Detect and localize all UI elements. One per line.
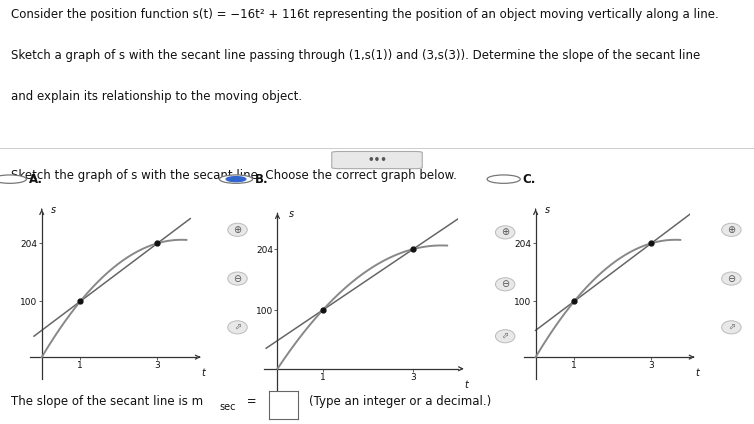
Text: =: =: [243, 395, 257, 407]
Text: Sketch a graph of s with the secant line passing through (1,s(1)) and (3,s(3)). : Sketch a graph of s with the secant line…: [11, 49, 700, 62]
Circle shape: [228, 321, 247, 334]
Text: ⊕: ⊕: [501, 227, 509, 237]
Circle shape: [487, 175, 520, 183]
Circle shape: [0, 175, 26, 183]
Circle shape: [495, 226, 515, 239]
Text: ⊖: ⊖: [728, 273, 735, 284]
Text: ⊖: ⊖: [501, 279, 509, 289]
Text: (Type an integer or a decimal.): (Type an integer or a decimal.): [309, 395, 492, 407]
Circle shape: [228, 223, 247, 236]
Text: C.: C.: [523, 173, 536, 186]
Text: Consider the position function s(t) = −16t² + 116t representing the position of : Consider the position function s(t) = −1…: [11, 8, 719, 22]
Text: t: t: [464, 380, 468, 391]
Text: A.: A.: [29, 173, 43, 186]
Circle shape: [226, 177, 246, 181]
Text: ⊕: ⊕: [728, 225, 735, 235]
Text: and explain its relationship to the moving object.: and explain its relationship to the movi…: [11, 90, 302, 103]
Text: ⬀: ⬀: [234, 323, 241, 332]
Text: B.: B.: [255, 173, 268, 186]
FancyBboxPatch shape: [332, 151, 422, 169]
Text: ⬀: ⬀: [728, 323, 735, 332]
Circle shape: [722, 223, 741, 236]
Text: ⬀: ⬀: [501, 332, 509, 341]
Circle shape: [495, 330, 515, 343]
Text: s: s: [545, 205, 550, 215]
Circle shape: [228, 272, 247, 285]
Text: ⊕: ⊕: [234, 225, 241, 235]
Text: s: s: [289, 209, 294, 219]
Circle shape: [495, 278, 515, 291]
Text: •••: •••: [367, 155, 387, 165]
Text: ⊖: ⊖: [234, 273, 241, 284]
Text: Sketch the graph of s with the secant line. Choose the correct graph below.: Sketch the graph of s with the secant li…: [11, 170, 457, 182]
Text: The slope of the secant line is m: The slope of the secant line is m: [11, 395, 204, 407]
Text: t: t: [695, 368, 699, 378]
Circle shape: [219, 175, 253, 183]
Circle shape: [722, 272, 741, 285]
Text: sec: sec: [219, 402, 236, 412]
Circle shape: [722, 321, 741, 334]
Text: t: t: [201, 368, 205, 378]
Text: s: s: [51, 205, 57, 215]
